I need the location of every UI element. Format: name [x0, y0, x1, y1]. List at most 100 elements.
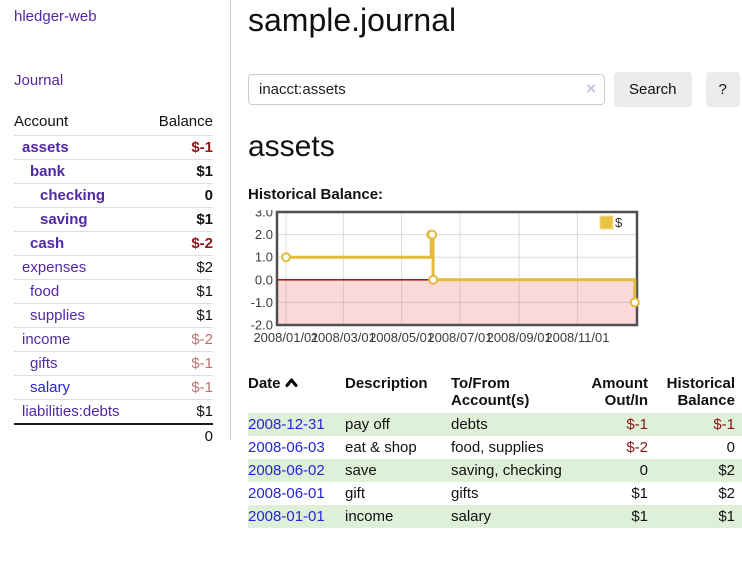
account-link[interactable]: saving	[40, 211, 88, 228]
account-link[interactable]: food	[30, 283, 60, 300]
account-link[interactable]: assets	[22, 139, 69, 156]
negative-region	[278, 279, 636, 325]
transaction-amount: 0	[583, 459, 655, 482]
balance-chart[interactable]: 3.0 2.0 1.0 0.0 -1.0 -2.0 2008/01/01 2008/03/01…	[248, 205, 668, 357]
register-table: Date Description To/From Account(s) Amount …	[248, 373, 742, 528]
data-point-marker[interactable]	[428, 274, 439, 285]
transaction-date-link[interactable]: 2008-06-01	[248, 485, 325, 502]
accounts-body: assets $-1 bank $1 checking 0 saving $1 cash $-2 e…	[14, 135, 213, 424]
y-tick-label: -2.0	[251, 318, 273, 333]
x-tick-label: 2008/03/01	[311, 330, 376, 345]
register-row: 2008-06-02 save saving, checking 0 $2	[248, 459, 742, 482]
account-balance: $-1	[145, 135, 213, 160]
account-link[interactable]: checking	[40, 187, 106, 204]
app-brand-link[interactable]: hledger-web	[14, 8, 97, 25]
account-row: checking 0	[14, 183, 213, 208]
account-link[interactable]: salary	[30, 379, 71, 396]
transaction-balance: $2	[655, 459, 742, 482]
transaction-description: save	[345, 459, 451, 482]
register-header-date[interactable]: Date	[248, 373, 345, 413]
transaction-amount: $-1	[583, 413, 655, 436]
account-link[interactable]: gifts	[30, 355, 58, 372]
legend-swatch	[599, 215, 614, 230]
account-row: expenses $2	[14, 255, 213, 280]
transaction-date-link[interactable]: 2008-06-03	[248, 439, 325, 456]
register-row: 2008-06-03 eat & shop food, supplies $-2 0	[248, 436, 742, 459]
search-bar: × Search ?	[248, 72, 742, 107]
account-balance: 0	[145, 183, 213, 208]
legend-label: $	[615, 215, 623, 230]
chart-canvas: 3.0 2.0 1.0 0.0 -1.0 -2.02008/01/012008/03/01…	[251, 205, 640, 345]
account-row: income $-2	[14, 327, 213, 352]
account-balance: $1	[145, 399, 213, 424]
transaction-description: pay off	[345, 413, 451, 436]
data-point-marker[interactable]	[427, 229, 438, 240]
register-body: 2008-12-31 pay off debts $-1 $-1 2008-06-03 ea…	[248, 413, 742, 528]
account-row: supplies $1	[14, 303, 213, 328]
search-button[interactable]: Search	[614, 72, 692, 107]
transaction-balance: $1	[655, 505, 742, 528]
accounts-header-account: Account	[14, 113, 69, 130]
data-point-marker[interactable]	[281, 252, 291, 263]
chart-title-label: Historical Balance:	[248, 186, 384, 203]
search-input[interactable]	[248, 74, 605, 105]
account-link[interactable]: income	[22, 331, 71, 348]
account-row: liabilities:debts $1	[14, 399, 213, 424]
transaction-accounts: debts	[451, 413, 583, 436]
page-title: sample.journal	[248, 2, 457, 38]
sidebar-nav: Journal	[14, 72, 213, 90]
account-link[interactable]: cash	[30, 235, 65, 252]
y-tick-label: 0.0	[255, 272, 273, 287]
register-row: 2008-01-01 income salary $1 $1	[248, 505, 742, 528]
transaction-date-link[interactable]: 2008-01-01	[248, 508, 325, 525]
register-header-amount: Amount Out/In	[591, 375, 648, 409]
x-tick-label: 2008/05/01	[369, 330, 434, 345]
account-link[interactable]: expenses	[22, 259, 87, 276]
account-balance: $-2	[145, 231, 213, 256]
transaction-balance: 0	[726, 439, 735, 456]
account-balance: $1	[145, 159, 213, 184]
account-heading: assets	[248, 130, 335, 163]
x-tick-label: 2008/11/01	[545, 330, 609, 345]
sort-asc-icon[interactable]	[285, 377, 298, 388]
register-row: 2008-06-01 gift gifts $1 $2	[248, 482, 742, 505]
account-row: saving $1	[14, 207, 213, 232]
sidebar: hledger-web Journal Account Balance asse…	[0, 0, 231, 448]
account-balance: $2	[145, 255, 213, 280]
transaction-description: eat & shop	[345, 439, 417, 456]
transaction-balance: $2	[718, 485, 735, 502]
account-link[interactable]: bank	[30, 163, 66, 180]
y-tick-label: 3.0	[255, 210, 273, 220]
register-row: 2008-12-31 pay off debts $-1 $-1	[248, 413, 742, 436]
transaction-accounts: salary	[451, 505, 583, 528]
data-point-marker[interactable]	[629, 297, 640, 308]
transaction-amount: $1	[631, 485, 648, 502]
transaction-amount: $1	[583, 505, 655, 528]
transaction-balance: $-1	[655, 413, 742, 436]
account-link[interactable]: liabilities:debts	[22, 403, 120, 420]
transaction-accounts: saving, checking	[451, 459, 583, 482]
accounts-total-value: 0	[145, 423, 213, 448]
register-header-tofrom: To/From Account(s)	[451, 375, 530, 409]
transaction-accounts: gifts	[451, 485, 479, 502]
transaction-date-link[interactable]: 2008-12-31	[248, 416, 325, 433]
transaction-description: gift	[345, 485, 366, 502]
account-balance: $-1	[145, 351, 213, 376]
y-tick-label: 1.0	[255, 250, 273, 265]
account-row: assets $-1	[14, 135, 213, 160]
transaction-amount: $-2	[626, 439, 648, 456]
y-tick-label: 2.0	[255, 227, 273, 242]
transaction-date-link[interactable]: 2008-06-02	[248, 462, 325, 479]
register-header-row: Date Description To/From Account(s) Amount …	[248, 373, 742, 413]
main-content: sample.journal × Search ? assets Histori…	[248, 0, 742, 528]
y-tick-label: -1.0	[251, 295, 273, 310]
account-row: gifts $-1	[14, 351, 213, 376]
account-row: bank $1	[14, 159, 213, 184]
nav-journal-link[interactable]: Journal	[14, 72, 64, 89]
help-button[interactable]: ?	[705, 72, 740, 107]
account-link[interactable]: supplies	[30, 307, 86, 324]
x-tick-label: 2008/01/01	[253, 330, 318, 345]
clear-search-icon[interactable]: ×	[586, 79, 596, 98]
x-tick-label: 2008/09/01	[487, 330, 552, 345]
account-row: cash $-2	[14, 231, 213, 256]
